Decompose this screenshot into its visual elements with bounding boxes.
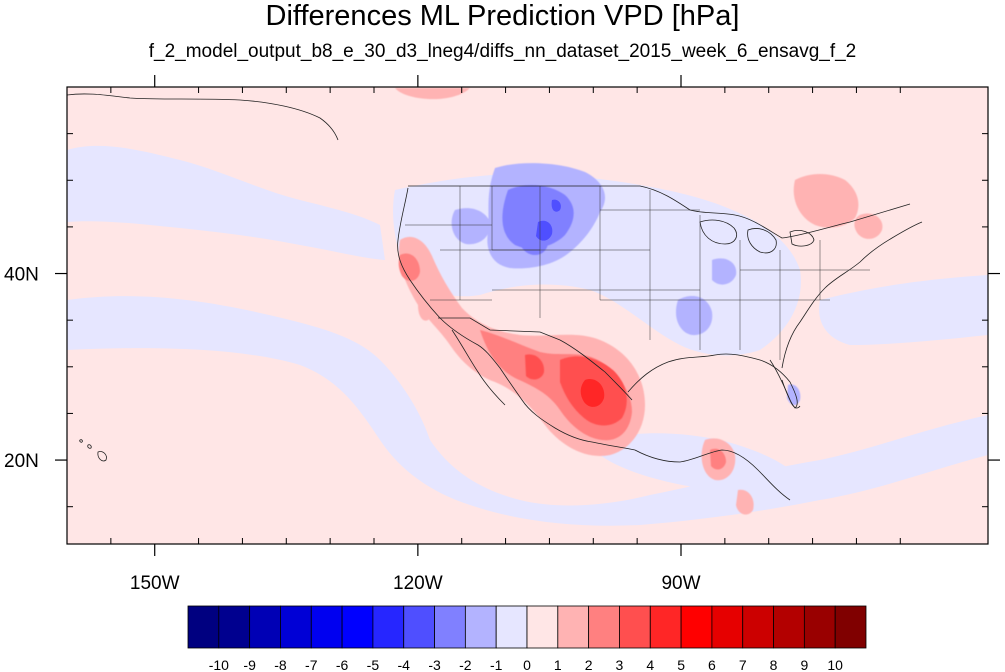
colorbar-label: -7 [305,657,318,672]
positive-region-strongest [580,379,605,407]
colorbar-swatch [249,605,281,649]
chart-subtitle: f_2_model_output_b8_e_30_d3_lneg4/diffs_… [148,41,857,62]
colorbar-label: 4 [646,657,654,672]
colorbar-swatch [680,605,713,649]
colorbar-swatch [187,605,220,649]
chart-title: Differences ML Prediction VPD [hPa] [265,0,740,32]
colorbar-label: -3 [428,657,441,672]
colorbar-swatch [619,605,651,649]
colorbar-swatch [711,605,744,649]
colorbar-swatch [310,605,343,649]
longitude-labels: 150W 120W 90W [130,573,701,594]
colorbar-label: 1 [554,657,562,672]
colorbar-swatch [588,605,620,649]
colorbar-label: 2 [585,657,593,672]
colorbar-swatch [372,605,405,649]
colorbar-swatch [834,605,867,649]
colorbar-swatch [403,605,435,649]
coastline-outlines [67,93,923,501]
colorbar [187,605,867,649]
colorbar-label: 6 [708,657,716,672]
state-boundary-lines [405,186,870,360]
major-tick-marks [55,75,1000,556]
colorbar-swatch [218,605,251,649]
colorbar-label: -2 [459,657,472,672]
colorbar-swatch [557,605,590,649]
colorbar-label: -4 [398,657,411,672]
map-frame [66,86,989,545]
colorbar-label: -10 [209,657,229,672]
colorbar-label: 8 [770,657,778,672]
colorbar-swatch [649,605,682,649]
colorbar-swatch [742,605,774,649]
colorbar-label: 9 [800,657,808,672]
colorbar-label: 10 [827,657,843,672]
colorbar-swatch [434,605,466,649]
lat-tick-label: 40N [4,265,39,286]
colorbar-swatch [341,605,374,649]
lon-tick-label: 150W [130,573,180,594]
colorbar-label: -1 [490,657,503,672]
colorbar-swatch [526,605,559,649]
colorbar-label: 3 [616,657,624,672]
colorbar-label: 5 [677,657,685,672]
colorbar-label: -8 [274,657,287,672]
colorbar-swatch [773,605,805,649]
latitude-labels: 40N 20N [4,265,39,473]
colorbar-label: -9 [243,657,256,672]
colorbar-label: 0 [523,657,531,672]
lon-tick-label: 120W [393,573,443,594]
colorbar-label: 7 [739,657,747,672]
colorbar-swatch [803,605,836,649]
lon-tick-label: 90W [661,573,700,594]
minor-tick-marks [67,87,988,544]
colorbar-label: -6 [336,657,349,672]
colorbar-label: -5 [367,657,380,672]
colorbar-swatch [464,605,497,649]
lat-tick-label: 20N [4,451,39,472]
colorbar-swatch [280,605,312,649]
colorbar-swatch [495,605,528,649]
colorbar-labels: -10 -9 -8 -7 -6 -5 -4 -3 -2 -1 0 1 2 3 4 5 6 7 8 9 10 [209,657,843,672]
